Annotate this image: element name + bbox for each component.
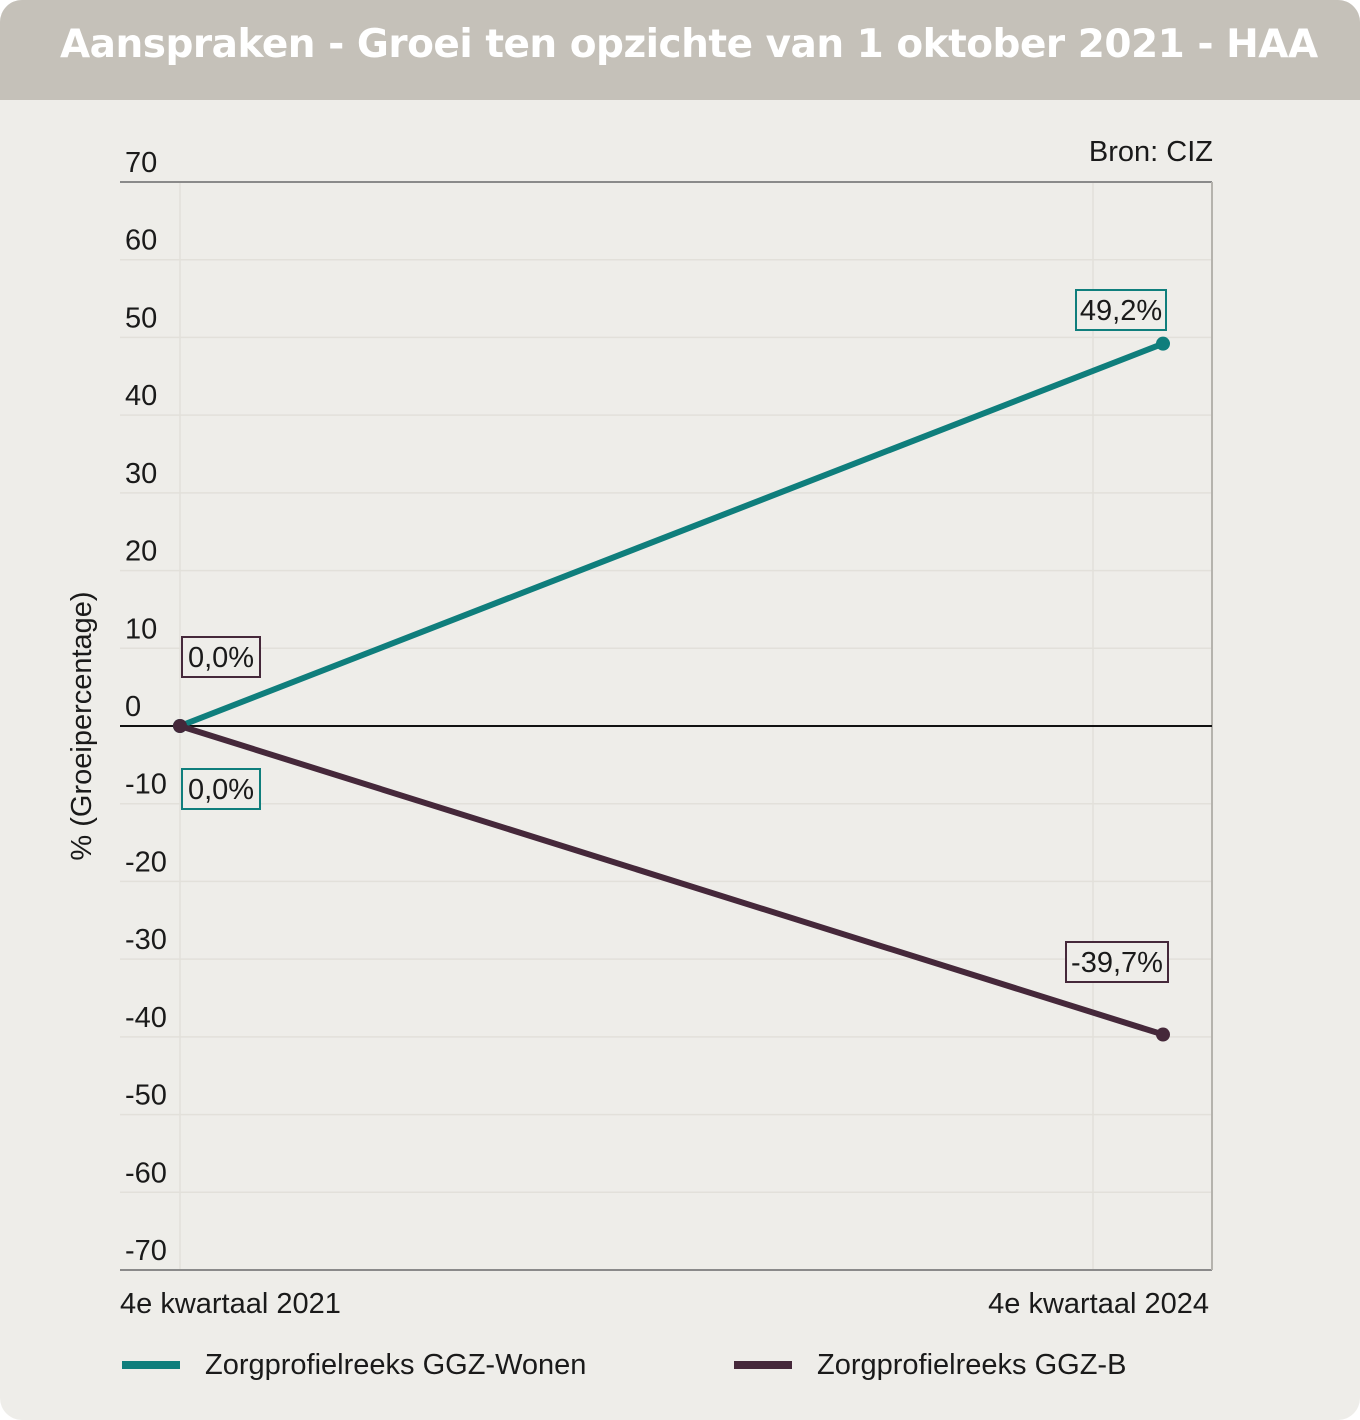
- data-label-text: 49,2%: [1080, 295, 1162, 327]
- y-tick-label: 40: [125, 380, 157, 412]
- y-tick-label: 10: [125, 613, 157, 645]
- y-axis-label: % (Groeipercentage): [66, 591, 98, 860]
- data-label: 49,2%: [1075, 289, 1167, 331]
- data-label-box: [1075, 289, 1167, 331]
- y-tick-label: 60: [125, 225, 157, 257]
- data-point: [1156, 336, 1170, 351]
- data-label-box: [181, 768, 261, 810]
- y-tick-label: -60: [125, 1157, 167, 1189]
- data-point: [1156, 1027, 1170, 1042]
- data-label: 0,0%: [181, 768, 261, 810]
- data-label-text: 0,0%: [188, 774, 254, 806]
- y-tick-label: 20: [125, 536, 157, 568]
- legend-item: Zorgprofielreeks GGZ-B: [734, 1349, 1126, 1381]
- data-point: [173, 719, 187, 733]
- data-label-box: [181, 636, 261, 678]
- y-tick-label: 30: [125, 458, 157, 490]
- y-tick-label: -30: [125, 924, 167, 956]
- y-tick-label: -20: [125, 846, 167, 878]
- legend-item: Zorgprofielreeks GGZ-Wonen: [122, 1349, 586, 1381]
- legend-label: Zorgprofielreeks GGZ-Wonen: [205, 1349, 586, 1381]
- chart-title: Aanspraken - Groei ten opzichte van 1 ok…: [60, 22, 1318, 67]
- title-bar: Aanspraken - Groei ten opzichte van 1 ok…: [0, 0, 1360, 100]
- data-label: 0,0%: [181, 636, 261, 678]
- y-tick-label: -50: [125, 1080, 167, 1112]
- x-tick-label: 4e kwartaal 2024: [988, 1288, 1209, 1320]
- source-label: Bron: CIZ: [1089, 136, 1213, 168]
- y-tick-label: -70: [125, 1235, 167, 1267]
- y-tick-label: 0: [125, 691, 141, 723]
- y-tick-label: -10: [125, 769, 167, 801]
- data-label-box: [1065, 941, 1169, 983]
- y-tick-label: -40: [125, 1002, 167, 1034]
- legend-label: Zorgprofielreeks GGZ-B: [817, 1349, 1126, 1381]
- series-line: [177, 723, 1166, 1038]
- y-tick-label: 70: [125, 147, 157, 179]
- series-line: [177, 340, 1166, 729]
- data-label-text: 0,0%: [188, 642, 254, 674]
- data-label-text: -39,7%: [1071, 947, 1163, 979]
- data-label: -39,7%: [1065, 941, 1169, 983]
- x-tick-label: 4e kwartaal 2021: [120, 1288, 341, 1320]
- y-tick-label: 50: [125, 302, 157, 334]
